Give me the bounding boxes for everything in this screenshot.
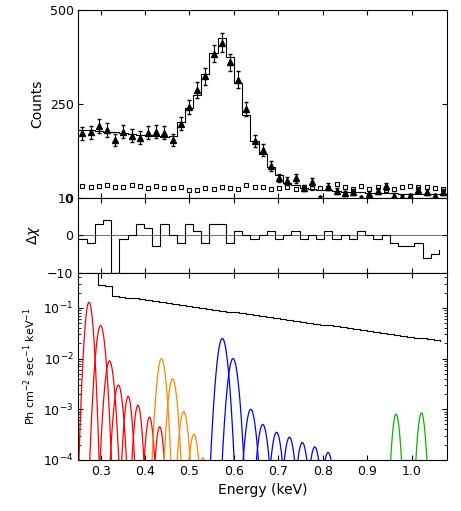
Y-axis label: Ph cm$^{-2}$ sec$^{-1}$ keV$^{-1}$: Ph cm$^{-2}$ sec$^{-1}$ keV$^{-1}$ <box>21 308 38 425</box>
X-axis label: Energy (keV): Energy (keV) <box>218 483 307 497</box>
Y-axis label: Counts: Counts <box>30 80 44 128</box>
Y-axis label: $\Delta\chi$: $\Delta\chi$ <box>24 225 41 245</box>
